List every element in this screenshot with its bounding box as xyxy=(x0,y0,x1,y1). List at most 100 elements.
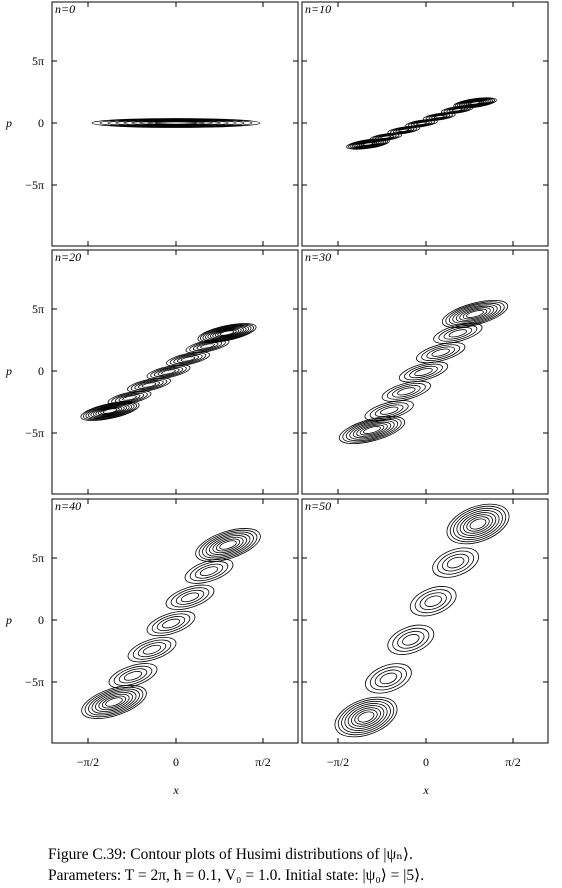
contour xyxy=(369,666,407,691)
contour xyxy=(416,342,466,364)
contour xyxy=(199,566,219,577)
panel-label: n=30 xyxy=(305,250,331,264)
x-axis-label: x xyxy=(422,783,429,797)
contour xyxy=(141,382,157,388)
contour xyxy=(414,589,452,614)
contour xyxy=(397,387,416,396)
contour xyxy=(459,307,491,321)
contour xyxy=(344,703,388,731)
contour xyxy=(111,391,148,405)
contour xyxy=(175,589,205,605)
contour xyxy=(433,115,445,119)
contour xyxy=(351,707,381,727)
contour xyxy=(165,584,215,610)
contour xyxy=(202,531,254,559)
contour xyxy=(392,627,430,652)
contour xyxy=(90,404,130,418)
panel-frame xyxy=(301,1,549,247)
contour xyxy=(196,342,219,350)
contour xyxy=(386,382,426,400)
contour xyxy=(349,420,395,440)
contour xyxy=(107,390,152,406)
contour xyxy=(423,112,456,121)
contour xyxy=(161,618,181,629)
contour xyxy=(452,304,498,324)
contour xyxy=(84,686,144,718)
contour xyxy=(387,624,435,655)
contour xyxy=(379,406,399,415)
contour xyxy=(369,132,403,142)
contour xyxy=(414,367,433,377)
contour xyxy=(131,120,221,126)
contour xyxy=(82,401,138,421)
contour xyxy=(170,587,210,608)
y-tick-label: 0 xyxy=(38,613,44,627)
contour xyxy=(387,126,420,135)
contour xyxy=(466,516,490,532)
contour xyxy=(391,385,421,398)
contour xyxy=(463,514,493,534)
contour xyxy=(166,351,210,367)
contour xyxy=(357,711,375,723)
contour xyxy=(338,415,406,445)
panel-frame xyxy=(51,498,299,744)
panel-label: n=0 xyxy=(55,2,75,16)
contour xyxy=(380,135,392,139)
contour xyxy=(342,417,402,443)
contour xyxy=(91,690,137,714)
contour xyxy=(410,120,433,127)
panel-frame xyxy=(301,498,549,744)
contour xyxy=(449,505,507,543)
contour xyxy=(453,507,503,541)
contour xyxy=(413,121,430,126)
contour xyxy=(147,121,205,125)
contour xyxy=(354,709,378,725)
y-tick-label: 5π xyxy=(32,302,44,316)
contour xyxy=(356,423,388,437)
contour xyxy=(123,670,143,681)
contour xyxy=(146,364,191,380)
y-tick-label: −5π xyxy=(25,178,44,192)
x-tick-label: 0 xyxy=(423,755,429,769)
contour xyxy=(156,616,186,631)
contour xyxy=(81,685,147,719)
contour xyxy=(433,322,483,344)
contour xyxy=(114,392,145,404)
contour xyxy=(100,407,120,415)
contour xyxy=(118,394,141,402)
x-tick-label: −π/2 xyxy=(327,755,349,769)
panel-frame xyxy=(51,249,299,495)
contour xyxy=(146,610,196,637)
contour xyxy=(359,424,385,436)
panel: n=10 xyxy=(301,1,549,247)
contour xyxy=(215,538,241,552)
contour xyxy=(127,637,177,663)
contour xyxy=(407,119,436,128)
contour xyxy=(219,540,237,550)
contour xyxy=(137,642,167,658)
contour xyxy=(341,700,391,734)
y-tick-label: 0 xyxy=(38,364,44,378)
contour xyxy=(150,365,187,379)
panel-label: n=20 xyxy=(55,250,81,264)
contour xyxy=(381,380,431,402)
contour xyxy=(122,395,137,401)
contour xyxy=(425,113,453,121)
contour xyxy=(153,366,184,378)
caption-line: Figure C.39: Contour plots of Husimi dis… xyxy=(48,846,413,863)
x-tick-label: π/2 xyxy=(505,755,520,769)
contour xyxy=(459,512,497,536)
contour xyxy=(98,693,130,711)
contour xyxy=(155,121,197,125)
contour xyxy=(139,120,213,126)
contour xyxy=(419,592,447,611)
y-axis-label: p xyxy=(5,364,12,378)
contour xyxy=(362,142,374,146)
contour xyxy=(202,324,252,342)
contour xyxy=(95,405,125,417)
contour xyxy=(105,697,123,707)
contour xyxy=(365,663,412,694)
contour xyxy=(409,365,438,379)
contour xyxy=(134,379,164,391)
contour xyxy=(199,323,255,343)
